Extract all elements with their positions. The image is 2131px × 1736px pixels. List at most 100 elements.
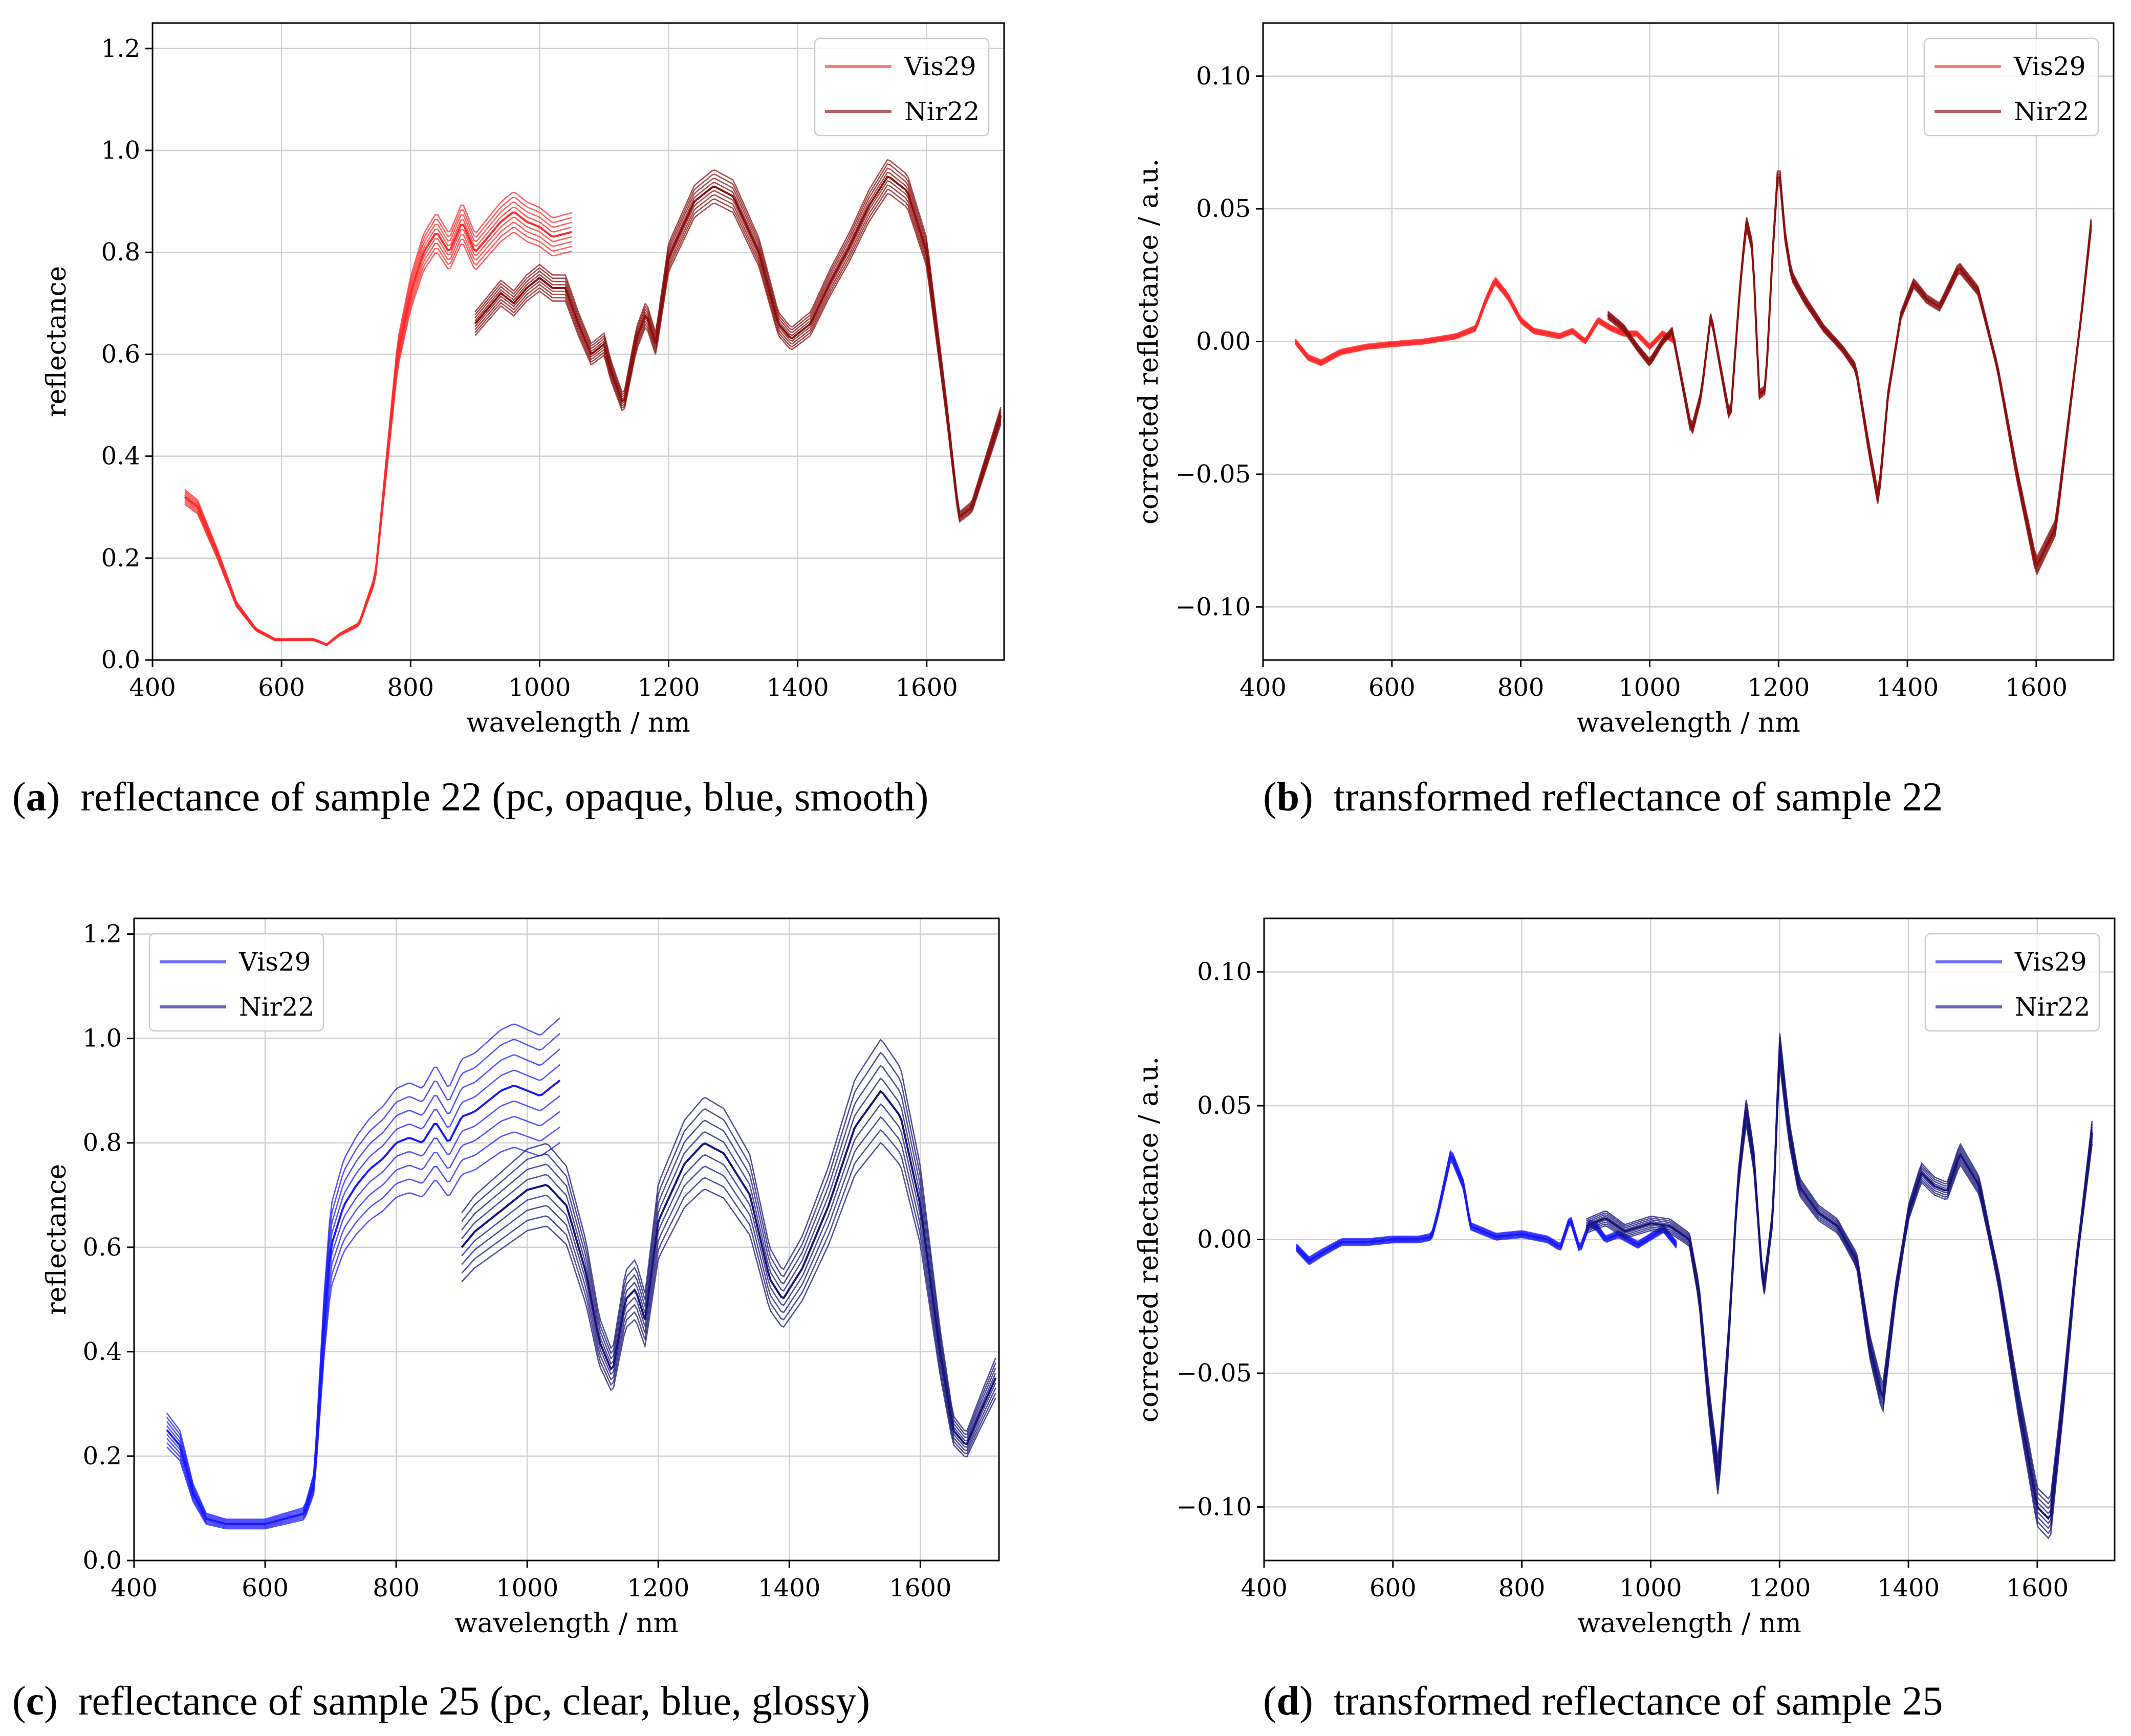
x-tick-label: 1000 [496,1574,558,1602]
spectrum-line [166,1095,561,1526]
spectrum-line [461,1103,996,1448]
caption-a: (a) reflectance of sample 22 (pc, opaque… [12,775,929,820]
legend-label: Nir22 [2014,97,2089,126]
series-group [1294,170,2092,576]
spectrum-line [474,159,1002,513]
legend-label: Vis29 [904,52,976,81]
x-tick-label: 1000 [1618,673,1681,702]
spectrum-line [1296,1157,1677,1264]
caption-c: (c) reflectance of sample 25 (pc, clear,… [12,1679,871,1724]
legend-label: Vis29 [2014,947,2087,977]
spectrum-line [474,175,1002,519]
chart-panel-d: 400 600 800 1000 1200 1400 1600 −0.10 −0.05 0.00 0… [1134,917,2116,1639]
x-tick-label: 400 [111,1574,158,1602]
x-tick-label: 800 [387,673,434,702]
x-tick-label: 600 [1369,1574,1417,1602]
legend-label: Nir22 [239,992,314,1022]
spectrum-line [474,188,1002,522]
x-tick-label: 600 [258,673,305,702]
x-tick-label: 1200 [627,1574,689,1602]
legend-label: Vis29 [238,947,311,977]
y-tick-label: −0.05 [1176,460,1251,489]
legend: Vis29 Nir22 [148,933,324,1032]
spectrum-line [461,1142,996,1458]
x-tick-label: 1200 [637,673,700,702]
x-tick-label: 800 [373,1574,420,1602]
spectrum-line [474,167,1002,516]
x-tick-label: 1000 [508,673,571,702]
y-tick-label: 0.2 [101,544,140,573]
caption-b: (b) transformed reflectance of sample 22 [1263,775,1943,820]
x-tick-label: 1600 [889,1574,951,1602]
y-tick-label: 0.6 [101,340,140,368]
caption-text: reflectance of sample 25 (pc, clear, blu… [78,1679,871,1724]
y-tick-label: 1.2 [83,920,122,949]
x-tick-label: 400 [129,673,176,702]
spectrum-line [1296,1156,1677,1263]
x-tick-label: 1200 [1747,673,1810,702]
y-axis-label: reflectance [41,1164,72,1315]
y-tick-label: 0.6 [83,1233,122,1262]
series-vis29 [1294,276,1676,366]
spectrum-line [166,1064,561,1524]
spectrum-line [166,1032,561,1521]
y-tick-label: 1.0 [83,1024,122,1053]
x-tick-label: 1400 [1877,1574,1940,1602]
y-tick-label: 0.00 [1196,327,1251,356]
spectrum-line [461,1051,996,1436]
y-tick-label: 0.0 [83,1546,122,1575]
spectrum-line [166,1142,560,1530]
spectrum-line [184,196,572,645]
spectrum-line [461,1090,997,1445]
spectrum-line [166,1017,561,1520]
x-tick-label: 1600 [2005,673,2068,702]
caption-text: reflectance of sample 22 (pc, opaque, bl… [80,775,929,820]
spectrum-line [1607,184,2092,576]
spectrum-line [1585,1037,2093,1505]
chart-panel-a: 400 600 800 1000 1200 1400 1600 0.0 0.2 0.4 0.6 0.8… [41,22,1005,738]
spectrum-line [1607,170,2092,559]
legend-label: Vis29 [2013,52,2086,81]
x-tick-label: 1400 [767,673,829,702]
spectrum-line [474,180,1002,519]
spectrum-line [1294,276,1676,361]
y-tick-label: 0.10 [1197,958,1252,986]
series-nir22 [1607,170,2092,576]
y-tick-label: 1.0 [101,136,140,165]
spectrum-line [1586,1057,2093,1529]
y-tick-label: 0.8 [101,238,140,267]
caption-label: b [1276,775,1300,820]
y-tick-label: −0.10 [1177,1492,1252,1521]
series-vis29 [166,1017,561,1530]
legend: Vis29 Nir22 [1924,933,2100,1032]
spectrum-line [184,191,572,645]
x-tick-label: 1400 [1876,673,1939,702]
spectrum-line [1585,1041,2093,1510]
series-vis29 [1295,1149,1678,1266]
spectrum-line [184,207,572,646]
legend: Vis29 Nir22 [1923,37,2099,137]
series-group [184,159,1002,646]
y-tick-label: 0.2 [83,1442,122,1470]
spectrum-line [474,184,1002,521]
x-tick-label: 600 [242,1574,289,1602]
caption-label: c [26,1679,45,1724]
spectrum-line [1586,1064,2093,1540]
spectrum-line [1296,1151,1677,1259]
y-tick-label: 0.10 [1196,62,1251,91]
y-tick-label: 0.8 [83,1129,122,1157]
x-axis-label: wavelength / nm [1577,1608,1801,1639]
caption-label: d [1276,1679,1300,1724]
x-tick-label: 1200 [1748,1574,1811,1602]
spectrum-line [1296,1149,1677,1258]
caption-d: (d) transformed reflectance of sample 25 [1263,1679,1943,1724]
axes-frame [151,22,1005,661]
x-tick-label: 800 [1498,1574,1546,1602]
spectrum-line [1586,1060,2093,1534]
spectrum-line [184,211,572,646]
x-tick-label: 400 [1241,1574,1288,1602]
y-tick-label: −0.05 [1177,1359,1252,1388]
legend-label: Nir22 [2015,992,2090,1022]
x-axis-label: wavelength / nm [454,1608,679,1639]
